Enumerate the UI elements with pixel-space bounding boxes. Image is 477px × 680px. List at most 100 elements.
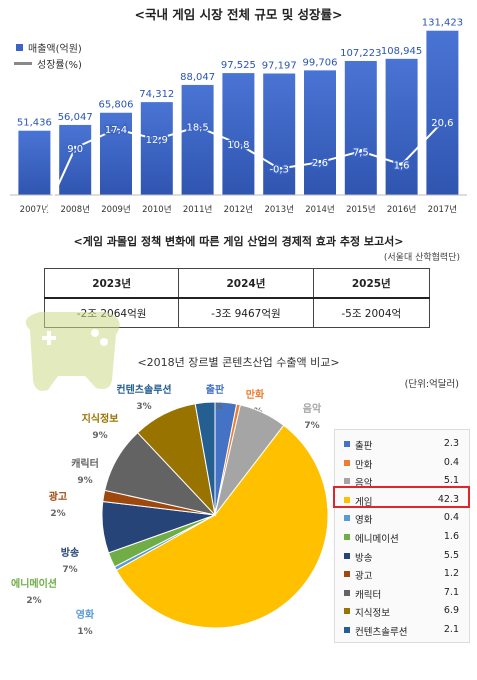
- pie-legend-swatch: [344, 627, 350, 633]
- pie-label-pct: 1%: [77, 627, 92, 637]
- growth-chart: 51,436 2007년 56,047 2008년 65,806 2009년 74,312 2…: [10, 18, 467, 230]
- pie-legend-swatch: [344, 608, 350, 615]
- pie-label-name: 광고: [49, 491, 67, 503]
- revenue-bar: [18, 130, 51, 195]
- growth-point: [440, 119, 445, 125]
- pie-legend-name: 출판: [355, 441, 373, 452]
- pie-legend-name: 캐릭터: [355, 589, 382, 601]
- x-tick-label: 2012년: [224, 204, 253, 215]
- pie-legend-row: 만화 0.4: [335, 455, 469, 471]
- pie-legend-name: 게임: [355, 496, 373, 508]
- pie-legend-row: 캐릭터 7.1: [335, 585, 469, 601]
- revenue-bar: [181, 84, 214, 195]
- revenue-label: 74,312: [139, 89, 174, 100]
- growth-label: 18,5: [186, 123, 208, 134]
- growth-point: [73, 145, 78, 151]
- growth-label: 1,6: [394, 160, 410, 171]
- pie-legend-name: 지식정보: [355, 608, 390, 620]
- pie-legend-row: 영화 0.4: [335, 510, 469, 526]
- pie-legend-name: 방송: [355, 552, 373, 564]
- pie-legend-value: 0.4: [443, 512, 459, 524]
- pie-legend-swatch: [344, 589, 350, 596]
- pie-label-pct: 2%: [26, 596, 41, 606]
- pie-legend-swatch: [344, 552, 350, 559]
- pie-label-name: 만화: [246, 388, 265, 401]
- report-value-2024: -3조 9467억원: [178, 297, 314, 328]
- pie-legend-value: 1.6: [443, 531, 459, 542]
- growth-point: [195, 124, 200, 129]
- pie-legend-swatch: [344, 515, 350, 522]
- x-tick-label: 2008년: [60, 204, 89, 215]
- pie-legend-value: 5.5: [443, 549, 459, 561]
- growth-label: 17,4: [105, 125, 127, 136]
- pie-label-name: 에니메이션: [11, 577, 57, 590]
- x-tick-label: 2010년: [142, 204, 171, 215]
- pie-label-pct: 7%: [62, 565, 77, 575]
- gamepad-button: [100, 338, 108, 346]
- pie-legend-value: 7.1: [443, 586, 459, 598]
- pie-legend-swatch: [344, 459, 350, 466]
- report-header-2023: 2023년: [43, 268, 180, 299]
- growth-point: [399, 162, 404, 167]
- pie-slice: [194, 401, 216, 516]
- growth-point: [317, 159, 323, 165]
- pie-legend-name: 음악: [355, 478, 373, 490]
- pie-label-pct: 3%: [136, 402, 151, 412]
- growth-label: -0,3: [269, 165, 289, 176]
- pie-label-pct: 2%: [50, 509, 65, 519]
- pie-legend-row: 에니메이션 1.6: [335, 529, 469, 545]
- pie-legend-value: 42.3: [437, 493, 459, 505]
- growth-label: 10,8: [227, 140, 249, 151]
- legend-item-revenue: 매출액(억원): [16, 40, 82, 55]
- x-tick-label: 2013년: [264, 204, 293, 215]
- x-tick-label: 2009년: [101, 204, 130, 215]
- revenue-label: 108,945: [381, 46, 422, 57]
- revenue-label: 97,525: [221, 60, 256, 71]
- pie-legend: 출판 2.3 만화 0.4 음악 5.1 게임 42.3 영화 0.4 에니메이션 1.6 방송 5.5 광…: [334, 429, 470, 643]
- x-tick-label: 2007년: [20, 204, 49, 215]
- revenue-bar: [344, 60, 377, 195]
- report-source: (서울대 산학협력단): [383, 253, 460, 263]
- revenue-bar: [222, 73, 255, 195]
- x-tick-label: 2014년: [305, 204, 334, 215]
- revenue-bar: [304, 70, 336, 195]
- growth-label: 20,6: [431, 118, 453, 129]
- x-tick-label: 2017년: [428, 204, 457, 215]
- x-tick-label: 2015년: [346, 204, 375, 215]
- revenue-label: 65,806: [99, 100, 134, 111]
- revenue-label: 131,423: [422, 18, 463, 29]
- revenue-label: 99,706: [303, 57, 338, 68]
- growth-legend-line: [14, 62, 32, 65]
- pie-label-pct: 9%: [92, 431, 107, 441]
- gamepad-body: [25, 312, 120, 391]
- pie-legend-swatch: [344, 496, 350, 503]
- pie-legend-value: 2.3: [443, 438, 459, 449]
- report-value-row: -2조 2064억원 -3조 9467억원 -5조 2004억: [43, 297, 431, 328]
- pie-legend-row: 지식정보 6.9: [335, 603, 469, 619]
- pie-label-name: 방송: [61, 546, 79, 559]
- growth-point: [277, 166, 282, 171]
- pie-label-name: 음악: [303, 403, 322, 415]
- pie-legend-value: 0.4: [443, 456, 459, 468]
- pie-legend-swatch: [344, 571, 350, 578]
- pie-legend-name: 광고: [355, 571, 373, 583]
- pie-legend-swatch: [344, 478, 350, 485]
- revenue-bar: [100, 112, 132, 195]
- legend-item-growth: 성장률(%): [14, 56, 82, 71]
- pie-label-name: 지식정보: [82, 412, 119, 425]
- revenue-label: 97,197: [262, 61, 297, 72]
- growth-chart-title: <국내 게임 시장 전체 규모 및 성장률>: [134, 7, 343, 22]
- growth-point: [113, 126, 119, 132]
- revenue-bar: [140, 102, 173, 195]
- growth-label: 12,9: [146, 135, 168, 146]
- pie-legend-swatch: [344, 534, 350, 540]
- pie-legend-value: 1.2: [443, 568, 459, 580]
- pie-legend-value: 5.1: [443, 475, 459, 487]
- revenue-label: 88,047: [180, 72, 215, 83]
- pie-legend-name: 컨텐츠솔루션: [355, 627, 408, 638]
- pie-label-pct: 7%: [304, 421, 319, 431]
- pie-label-pct: 9%: [77, 476, 92, 486]
- pie-legend-row: 음악 5.1: [335, 473, 469, 489]
- pie-legend-value: 2.1: [443, 624, 459, 635]
